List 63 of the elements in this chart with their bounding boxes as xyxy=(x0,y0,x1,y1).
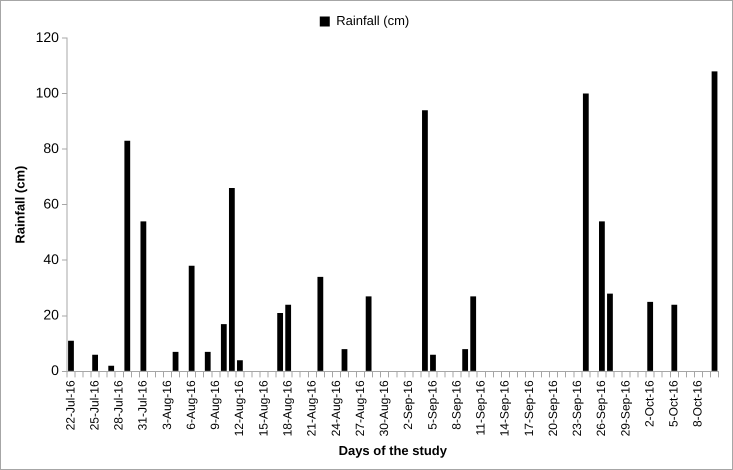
y-tick-label: 0 xyxy=(51,362,60,378)
x-tick-label: 23-Sep-16 xyxy=(570,380,584,436)
x-tick-label: 28-Jul-16 xyxy=(112,380,126,430)
x-tick-label: 22-Jul-16 xyxy=(63,380,78,430)
y-tick-label: 40 xyxy=(43,251,60,268)
bar xyxy=(237,360,243,371)
x-tick-label: 27-Aug-16 xyxy=(352,380,367,436)
x-tick-label: 17-Sep-16 xyxy=(522,380,536,436)
bar xyxy=(140,221,146,371)
bar xyxy=(285,304,292,371)
bar xyxy=(366,296,372,371)
x-tick-label: 2-Oct-16 xyxy=(642,380,656,428)
bar xyxy=(599,221,605,371)
bar xyxy=(68,340,74,371)
x-tick-label: 25-Jul-16 xyxy=(87,380,102,430)
bar xyxy=(172,352,178,371)
y-tick-label: 120 xyxy=(36,28,60,45)
bar xyxy=(647,302,654,371)
x-tick-label: 24-Aug-16 xyxy=(328,380,343,436)
x-tick-label: 3-Aug-16 xyxy=(160,380,174,430)
x-tick-label: 14-Sep-16 xyxy=(498,380,512,436)
x-tick-label: 2-Sep-16 xyxy=(401,380,416,430)
bar xyxy=(712,71,718,371)
x-tick-label: 8-Oct-16 xyxy=(690,380,705,428)
x-tick-label: 26-Sep-16 xyxy=(594,380,608,436)
bar xyxy=(582,94,589,371)
x-tick-label: 9-Aug-16 xyxy=(208,380,222,430)
x-tick-label: 5-Oct-16 xyxy=(666,380,681,428)
bar xyxy=(342,349,348,371)
bar xyxy=(228,188,235,371)
x-tick-label: 12-Aug-16 xyxy=(232,380,246,436)
bar xyxy=(422,110,428,371)
y-tick-label: 60 xyxy=(43,196,60,212)
legend-label: Rainfall (cm) xyxy=(336,13,410,28)
bar xyxy=(671,304,678,371)
x-tick-label: 8-Sep-16 xyxy=(449,380,464,430)
y-tick-label: 20 xyxy=(43,306,60,323)
x-axis-title: Days of the study xyxy=(338,442,448,458)
bar xyxy=(607,294,613,371)
bar xyxy=(462,349,468,371)
x-tick-label: 15-Aug-16 xyxy=(256,380,270,436)
x-tick-label: 20-Sep-16 xyxy=(546,380,560,436)
x-tick-label: 21-Aug-16 xyxy=(304,380,319,436)
bar xyxy=(124,140,130,371)
bar xyxy=(108,366,114,371)
bar xyxy=(430,354,436,371)
bar xyxy=(92,354,98,371)
x-tick-label: 11-Sep-16 xyxy=(474,380,488,436)
bar xyxy=(204,352,211,371)
y-tick-label: 100 xyxy=(36,84,60,100)
x-tick-label: 31-Jul-16 xyxy=(136,380,150,430)
bar xyxy=(277,313,284,371)
x-tick-label: 29-Sep-16 xyxy=(618,380,632,436)
x-tick-label: 18-Aug-16 xyxy=(280,380,294,436)
x-tick-label: 6-Aug-16 xyxy=(184,380,198,430)
x-tick-label: 30-Aug-16 xyxy=(377,380,392,436)
bar xyxy=(188,266,195,371)
bar xyxy=(220,324,227,371)
y-tick-label: 80 xyxy=(43,140,60,156)
bar xyxy=(470,296,476,371)
x-tick-label: 5-Sep-16 xyxy=(425,380,440,430)
bar xyxy=(317,276,324,371)
y-axis-title: Rainfall (cm) xyxy=(12,166,28,244)
